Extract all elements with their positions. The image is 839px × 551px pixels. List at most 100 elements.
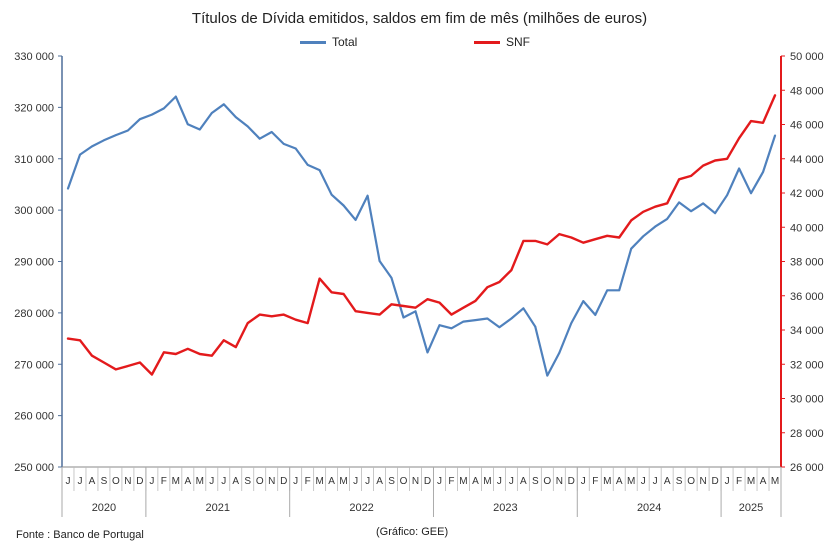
y-right-tick-label: 40 000 bbox=[790, 222, 824, 234]
data-point-snf bbox=[103, 361, 105, 364]
data-point-total bbox=[210, 112, 213, 114]
x-year-label: 2024 bbox=[637, 502, 661, 514]
data-point-total bbox=[138, 118, 141, 121]
data-point-snf bbox=[91, 354, 93, 357]
x-month-label: J bbox=[581, 476, 586, 487]
x-year-label: 2021 bbox=[206, 502, 230, 514]
legend-swatch-total bbox=[300, 40, 326, 44]
data-point-total bbox=[127, 129, 129, 132]
data-point-snf bbox=[510, 269, 513, 271]
data-point-total bbox=[654, 225, 657, 228]
data-point-snf bbox=[390, 303, 393, 306]
data-point-snf bbox=[115, 368, 117, 371]
legend-label-snf: SNF bbox=[506, 35, 530, 49]
data-point-total bbox=[570, 322, 573, 325]
data-point-total bbox=[378, 260, 381, 262]
data-point-total bbox=[390, 277, 393, 279]
data-point-total bbox=[702, 202, 705, 205]
x-month-label: M bbox=[603, 476, 611, 487]
data-point-snf bbox=[546, 243, 549, 246]
data-point-snf bbox=[306, 322, 309, 325]
y-right-tick-label: 38 000 bbox=[790, 257, 824, 269]
y-left-tick-label: 290 000 bbox=[14, 257, 54, 269]
data-point-snf bbox=[522, 240, 525, 242]
data-point-snf bbox=[402, 305, 405, 307]
x-month-label: J bbox=[77, 476, 82, 487]
y-right-tick-label: 34 000 bbox=[790, 325, 824, 337]
data-point-total bbox=[486, 317, 489, 320]
x-month-label: F bbox=[736, 476, 742, 487]
x-month-label: J bbox=[641, 476, 646, 487]
data-point-snf bbox=[594, 238, 597, 241]
x-month-label: A bbox=[89, 476, 96, 487]
data-point-total bbox=[318, 169, 321, 171]
x-month-label: M bbox=[483, 476, 491, 487]
x-month-label: M bbox=[627, 476, 635, 487]
y-right-tick-label: 50 000 bbox=[790, 51, 824, 63]
x-year-label: 2025 bbox=[739, 502, 763, 514]
data-point-snf bbox=[582, 241, 585, 244]
x-month-label: O bbox=[543, 476, 551, 487]
y-left-tick-label: 260 000 bbox=[14, 411, 54, 423]
data-point-snf bbox=[750, 120, 752, 122]
data-point-snf bbox=[150, 373, 153, 376]
y-right-tick-label: 44 000 bbox=[790, 154, 824, 166]
data-point-total bbox=[462, 320, 465, 323]
x-month-label: S bbox=[676, 476, 683, 487]
data-point-total bbox=[294, 147, 297, 150]
data-point-total bbox=[666, 217, 669, 220]
data-point-total bbox=[774, 134, 776, 137]
data-point-snf bbox=[414, 306, 417, 309]
data-point-snf bbox=[79, 339, 81, 342]
x-month-label: M bbox=[339, 476, 347, 487]
data-point-total bbox=[246, 125, 249, 128]
data-point-snf bbox=[282, 313, 285, 316]
data-point-total bbox=[198, 128, 201, 131]
data-point-total bbox=[426, 351, 429, 354]
x-month-label: J bbox=[293, 476, 298, 487]
data-point-snf bbox=[67, 337, 69, 340]
data-point-snf bbox=[450, 313, 453, 316]
x-month-label: D bbox=[280, 476, 287, 487]
data-point-snf bbox=[654, 205, 657, 208]
chart-title: Títulos de Dívida emitidos, saldos em fi… bbox=[191, 10, 648, 27]
data-point-total bbox=[354, 218, 357, 221]
x-month-label: A bbox=[520, 476, 527, 487]
y-left-tick-label: 300 000 bbox=[14, 205, 54, 217]
x-month-label: A bbox=[760, 476, 767, 487]
x-month-label: S bbox=[101, 476, 108, 487]
data-point-total bbox=[150, 113, 153, 116]
x-month-label: F bbox=[448, 476, 454, 487]
y-right-tick-label: 26 000 bbox=[790, 462, 824, 474]
data-point-total bbox=[582, 300, 585, 302]
data-point-snf bbox=[462, 306, 465, 309]
x-month-label: M bbox=[196, 476, 204, 487]
x-month-label: A bbox=[184, 476, 191, 487]
data-point-snf bbox=[474, 299, 477, 302]
data-point-snf bbox=[330, 291, 333, 294]
data-point-total bbox=[678, 201, 681, 204]
x-month-label: D bbox=[136, 476, 143, 487]
data-point-snf bbox=[342, 293, 345, 295]
data-point-snf bbox=[366, 311, 369, 314]
series-lines bbox=[66, 94, 777, 377]
data-point-total bbox=[366, 194, 369, 197]
legend-swatch-snf bbox=[474, 40, 500, 44]
x-month-label: J bbox=[437, 476, 442, 487]
data-point-total bbox=[450, 327, 453, 330]
x-month-label: J bbox=[353, 476, 358, 487]
x-month-label: M bbox=[459, 476, 467, 487]
x-month-label: N bbox=[412, 476, 419, 487]
x-month-label: O bbox=[112, 476, 120, 487]
data-point-snf bbox=[666, 202, 669, 205]
data-point-total bbox=[402, 316, 405, 319]
x-month-label: M bbox=[315, 476, 323, 487]
x-month-label: N bbox=[268, 476, 275, 487]
data-point-total bbox=[330, 193, 333, 196]
legend-label-total: Total bbox=[332, 35, 358, 49]
x-month-label: S bbox=[244, 476, 251, 487]
data-point-total bbox=[438, 324, 441, 327]
data-point-total bbox=[234, 116, 237, 119]
data-point-total bbox=[534, 325, 537, 328]
